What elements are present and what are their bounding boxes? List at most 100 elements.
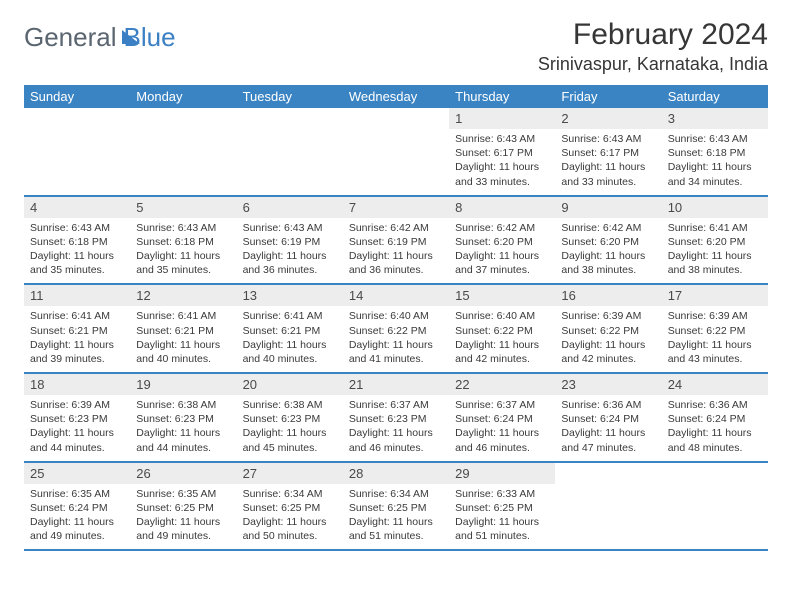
page-title: February 2024: [538, 18, 768, 52]
calendar-day: 4Sunrise: 6:43 AMSunset: 6:18 PMDaylight…: [24, 197, 130, 284]
dow-sun: Sunday: [24, 85, 130, 108]
calendar: Sunday Monday Tuesday Wednesday Thursday…: [24, 85, 768, 551]
calendar-day: 12Sunrise: 6:41 AMSunset: 6:21 PMDayligh…: [130, 285, 236, 372]
calendar-day: 26Sunrise: 6:35 AMSunset: 6:25 PMDayligh…: [130, 463, 236, 550]
day-number: 14: [343, 285, 449, 306]
day-number: 16: [555, 285, 661, 306]
day-info: Sunrise: 6:39 AMSunset: 6:23 PMDaylight:…: [24, 395, 130, 461]
day-number: 7: [343, 197, 449, 218]
day-number: 1: [449, 108, 555, 129]
day-number: [555, 463, 661, 484]
day-number: 17: [662, 285, 768, 306]
calendar-day: 28Sunrise: 6:34 AMSunset: 6:25 PMDayligh…: [343, 463, 449, 550]
calendar-day: 17Sunrise: 6:39 AMSunset: 6:22 PMDayligh…: [662, 285, 768, 372]
day-number: 3: [662, 108, 768, 129]
day-info: Sunrise: 6:41 AMSunset: 6:21 PMDaylight:…: [237, 306, 343, 372]
calendar-day: 29Sunrise: 6:33 AMSunset: 6:25 PMDayligh…: [449, 463, 555, 550]
day-info: Sunrise: 6:39 AMSunset: 6:22 PMDaylight:…: [555, 306, 661, 372]
calendar-week: 25Sunrise: 6:35 AMSunset: 6:24 PMDayligh…: [24, 463, 768, 552]
day-number: [24, 108, 130, 129]
day-info: Sunrise: 6:33 AMSunset: 6:25 PMDaylight:…: [449, 484, 555, 550]
day-number: 19: [130, 374, 236, 395]
day-info: Sunrise: 6:38 AMSunset: 6:23 PMDaylight:…: [130, 395, 236, 461]
day-info: Sunrise: 6:43 AMSunset: 6:18 PMDaylight:…: [24, 218, 130, 284]
title-block: February 2024 Srinivaspur, Karnataka, In…: [538, 18, 768, 75]
day-info: Sunrise: 6:35 AMSunset: 6:24 PMDaylight:…: [24, 484, 130, 550]
day-number: 4: [24, 197, 130, 218]
calendar-day: 6Sunrise: 6:43 AMSunset: 6:19 PMDaylight…: [237, 197, 343, 284]
day-info: Sunrise: 6:40 AMSunset: 6:22 PMDaylight:…: [343, 306, 449, 372]
day-number: 10: [662, 197, 768, 218]
day-info: Sunrise: 6:34 AMSunset: 6:25 PMDaylight:…: [237, 484, 343, 550]
calendar-day: [24, 108, 130, 195]
calendar-day: 19Sunrise: 6:38 AMSunset: 6:23 PMDayligh…: [130, 374, 236, 461]
calendar-day: 15Sunrise: 6:40 AMSunset: 6:22 PMDayligh…: [449, 285, 555, 372]
day-number: 9: [555, 197, 661, 218]
day-number: 18: [24, 374, 130, 395]
day-info: Sunrise: 6:42 AMSunset: 6:20 PMDaylight:…: [449, 218, 555, 284]
day-info: Sunrise: 6:36 AMSunset: 6:24 PMDaylight:…: [555, 395, 661, 461]
day-number: 25: [24, 463, 130, 484]
calendar-day: 10Sunrise: 6:41 AMSunset: 6:20 PMDayligh…: [662, 197, 768, 284]
day-info: Sunrise: 6:36 AMSunset: 6:24 PMDaylight:…: [662, 395, 768, 461]
calendar-day: 14Sunrise: 6:40 AMSunset: 6:22 PMDayligh…: [343, 285, 449, 372]
calendar-day: 8Sunrise: 6:42 AMSunset: 6:20 PMDaylight…: [449, 197, 555, 284]
day-number: 20: [237, 374, 343, 395]
dow-tue: Tuesday: [237, 85, 343, 108]
day-number: 26: [130, 463, 236, 484]
day-number: [130, 108, 236, 129]
calendar-day: 11Sunrise: 6:41 AMSunset: 6:21 PMDayligh…: [24, 285, 130, 372]
day-number: 15: [449, 285, 555, 306]
day-number: [237, 108, 343, 129]
day-number: 21: [343, 374, 449, 395]
calendar-day: 1Sunrise: 6:43 AMSunset: 6:17 PMDaylight…: [449, 108, 555, 195]
calendar-day: [555, 463, 661, 550]
day-info: Sunrise: 6:41 AMSunset: 6:21 PMDaylight:…: [24, 306, 130, 372]
day-number: 24: [662, 374, 768, 395]
day-info: Sunrise: 6:38 AMSunset: 6:23 PMDaylight:…: [237, 395, 343, 461]
day-number: 12: [130, 285, 236, 306]
calendar-body: 1Sunrise: 6:43 AMSunset: 6:17 PMDaylight…: [24, 108, 768, 551]
day-number: 8: [449, 197, 555, 218]
day-number: [343, 108, 449, 129]
day-info: Sunrise: 6:43 AMSunset: 6:17 PMDaylight:…: [449, 129, 555, 195]
day-number: 13: [237, 285, 343, 306]
calendar-week: 18Sunrise: 6:39 AMSunset: 6:23 PMDayligh…: [24, 374, 768, 463]
calendar-day: 20Sunrise: 6:38 AMSunset: 6:23 PMDayligh…: [237, 374, 343, 461]
day-number: 27: [237, 463, 343, 484]
calendar-day: [662, 463, 768, 550]
day-number: 23: [555, 374, 661, 395]
dow-wed: Wednesday: [343, 85, 449, 108]
calendar-day: [237, 108, 343, 195]
day-info: Sunrise: 6:40 AMSunset: 6:22 PMDaylight:…: [449, 306, 555, 372]
calendar-day: 25Sunrise: 6:35 AMSunset: 6:24 PMDayligh…: [24, 463, 130, 550]
location-label: Srinivaspur, Karnataka, India: [538, 54, 768, 75]
day-info: Sunrise: 6:43 AMSunset: 6:19 PMDaylight:…: [237, 218, 343, 284]
day-info: Sunrise: 6:43 AMSunset: 6:18 PMDaylight:…: [130, 218, 236, 284]
calendar-day: 7Sunrise: 6:42 AMSunset: 6:19 PMDaylight…: [343, 197, 449, 284]
header: General Blue February 2024 Srinivaspur, …: [24, 18, 768, 75]
calendar-day: [130, 108, 236, 195]
calendar-week: 1Sunrise: 6:43 AMSunset: 6:17 PMDaylight…: [24, 108, 768, 197]
calendar-day: 21Sunrise: 6:37 AMSunset: 6:23 PMDayligh…: [343, 374, 449, 461]
calendar-day: 13Sunrise: 6:41 AMSunset: 6:21 PMDayligh…: [237, 285, 343, 372]
day-info: Sunrise: 6:37 AMSunset: 6:23 PMDaylight:…: [343, 395, 449, 461]
day-info: Sunrise: 6:34 AMSunset: 6:25 PMDaylight:…: [343, 484, 449, 550]
calendar-day: 3Sunrise: 6:43 AMSunset: 6:18 PMDaylight…: [662, 108, 768, 195]
calendar-day: 22Sunrise: 6:37 AMSunset: 6:24 PMDayligh…: [449, 374, 555, 461]
day-info: Sunrise: 6:39 AMSunset: 6:22 PMDaylight:…: [662, 306, 768, 372]
day-info: Sunrise: 6:41 AMSunset: 6:21 PMDaylight:…: [130, 306, 236, 372]
brand-name-a: General: [24, 22, 117, 53]
day-info: Sunrise: 6:37 AMSunset: 6:24 PMDaylight:…: [449, 395, 555, 461]
calendar-week: 11Sunrise: 6:41 AMSunset: 6:21 PMDayligh…: [24, 285, 768, 374]
day-number: 6: [237, 197, 343, 218]
day-number: 2: [555, 108, 661, 129]
dow-mon: Monday: [130, 85, 236, 108]
calendar-week: 4Sunrise: 6:43 AMSunset: 6:18 PMDaylight…: [24, 197, 768, 286]
calendar-day: 5Sunrise: 6:43 AMSunset: 6:18 PMDaylight…: [130, 197, 236, 284]
calendar-day: 9Sunrise: 6:42 AMSunset: 6:20 PMDaylight…: [555, 197, 661, 284]
day-number: 29: [449, 463, 555, 484]
calendar-day: 2Sunrise: 6:43 AMSunset: 6:17 PMDaylight…: [555, 108, 661, 195]
day-info: Sunrise: 6:35 AMSunset: 6:25 PMDaylight:…: [130, 484, 236, 550]
day-number: 22: [449, 374, 555, 395]
